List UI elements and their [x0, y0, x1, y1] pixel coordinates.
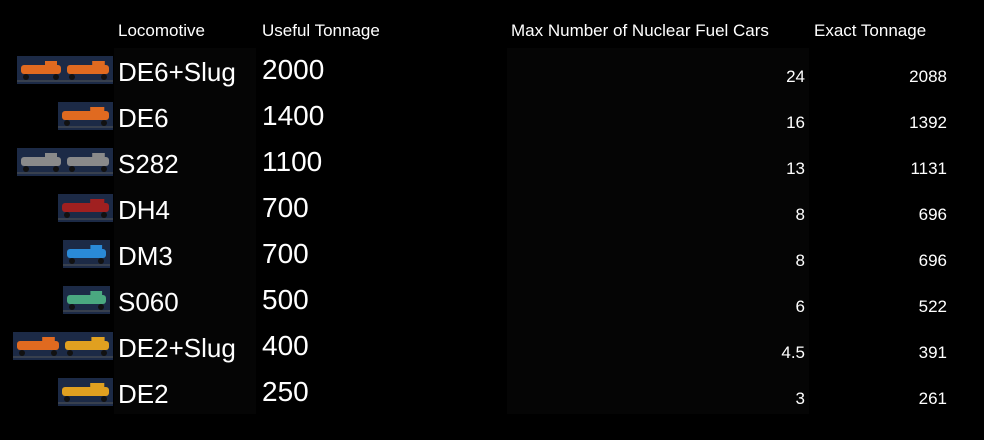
header-locomotive: Locomotive: [118, 21, 205, 40]
useful-tonnage: 700: [262, 238, 309, 269]
exact-tonnage: 1392: [909, 113, 947, 132]
exact-tonnage: 2088: [909, 67, 947, 86]
header-exact-tonnage: Exact Tonnage: [814, 21, 927, 40]
useful-tonnage: 500: [262, 284, 309, 315]
useful-tonnage: 400: [262, 330, 309, 361]
loco-icon: [17, 56, 113, 84]
max-fuel-cars: 6: [795, 297, 805, 316]
header-max-cars: Max Number of Nuclear Fuel Cars: [511, 21, 769, 40]
loco-name: DE2+Slug: [118, 333, 236, 363]
max-fuel-cars: 4.5: [781, 343, 805, 362]
loco-name: DE6: [118, 103, 169, 133]
loco-icon: [63, 286, 110, 314]
loco-name: S060: [118, 287, 179, 317]
max-fuel-cars: 8: [795, 251, 805, 270]
useful-tonnage: 250: [262, 376, 309, 407]
useful-tonnage: 700: [262, 192, 309, 223]
exact-tonnage: 261: [918, 389, 947, 408]
exact-tonnage: 522: [918, 297, 947, 316]
max-fuel-cars: 16: [786, 113, 805, 132]
loco-name: DH4: [118, 195, 171, 225]
max-fuel-cars: 24: [786, 67, 805, 86]
exact-tonnage: 391: [918, 343, 947, 362]
useful-tonnage: 1100: [262, 146, 323, 177]
exact-tonnage: 696: [918, 251, 947, 270]
column-bg: [507, 48, 809, 414]
loco-icon: [13, 332, 113, 360]
max-fuel-cars: 13: [786, 159, 805, 178]
loco-name: DE6+Slug: [118, 57, 236, 87]
max-fuel-cars: 3: [795, 389, 805, 408]
loco-icon: [58, 194, 113, 222]
loco-icon: [58, 378, 113, 406]
loco-icon: [58, 102, 113, 130]
useful-tonnage: 2000: [262, 54, 325, 85]
loco-icon: [63, 240, 110, 268]
max-fuel-cars: 8: [795, 205, 805, 224]
useful-tonnage: 1400: [262, 100, 325, 131]
loco-name: DM3: [118, 241, 173, 271]
loco-icon: [17, 148, 113, 176]
header-useful-tonnage: Useful Tonnage: [262, 21, 380, 40]
loco-name: S282: [118, 149, 179, 179]
loco-name: DE2: [118, 379, 169, 409]
column-bg: [114, 48, 256, 414]
exact-tonnage: 1131: [910, 159, 947, 178]
exact-tonnage: 696: [918, 205, 947, 224]
